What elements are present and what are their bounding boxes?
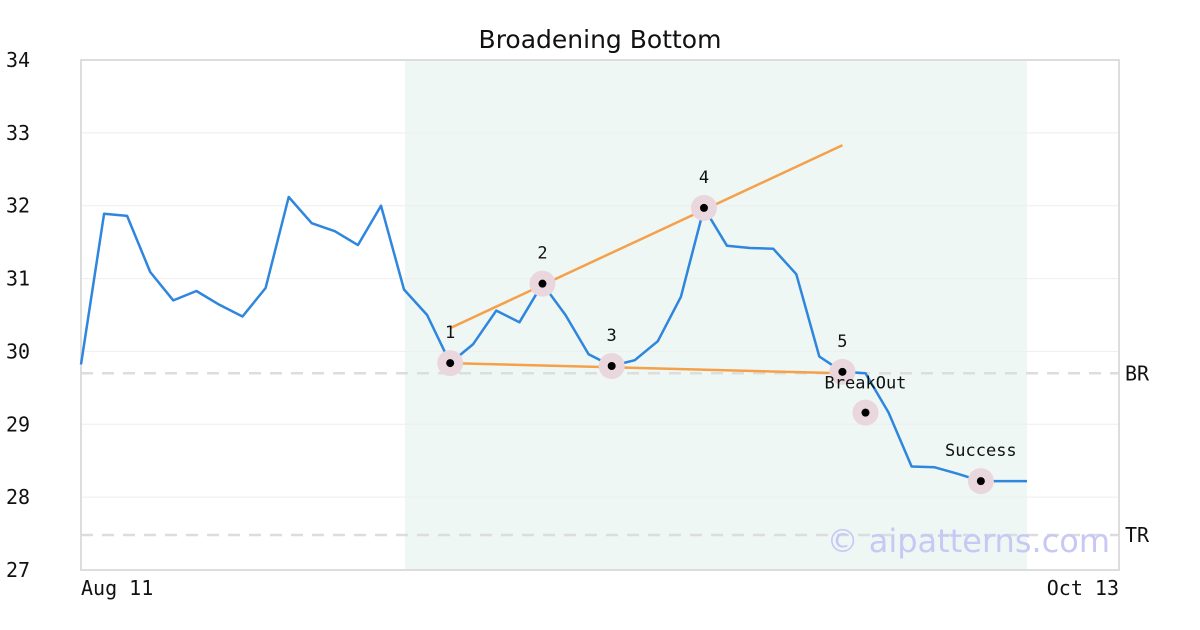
x-tick-label: Oct 13: [1047, 576, 1119, 600]
y-tick-label: 29: [6, 412, 30, 436]
watermark: © aipatterns.com: [827, 522, 1110, 560]
reference-label: BR: [1125, 361, 1150, 385]
marker-point: [838, 367, 847, 376]
pattern-region-layer: [404, 60, 1027, 570]
y-tick-label: 30: [6, 339, 30, 363]
trendline: [450, 361, 843, 375]
y-tick-label: 28: [6, 485, 30, 509]
y-tick-label: 31: [6, 267, 30, 291]
annotation-label: BreakOut: [825, 374, 907, 394]
point-label: 4: [699, 168, 709, 188]
x-tick-label: Aug 11: [81, 576, 153, 600]
marker-point: [699, 203, 708, 212]
point-label: 3: [607, 326, 617, 346]
pattern-region: [404, 60, 1027, 570]
point-label: 1: [445, 323, 455, 343]
point-label: 2: [537, 244, 547, 264]
plot-frame: [80, 59, 1120, 571]
y-tick-label: 33: [6, 121, 30, 145]
marker-point: [976, 477, 985, 486]
reference-label: TR: [1125, 523, 1150, 547]
grid-layer: [81, 132, 1119, 498]
trendline: [449, 144, 843, 330]
trendline-layer: [449, 144, 843, 375]
marker-point: [607, 362, 616, 370]
annotation-label: Success: [945, 441, 1017, 461]
marker-layer: [437, 194, 994, 495]
point-label: 5: [837, 332, 847, 352]
marker-point: [446, 359, 455, 368]
marker-point: [861, 408, 870, 417]
y-tick-label: 34: [6, 48, 30, 72]
price-line: [79, 195, 1027, 483]
y-tick-label: 27: [6, 558, 30, 582]
marker-point: [538, 279, 547, 288]
hline-layer: [81, 372, 1119, 537]
chart-title: Broadening Bottom: [479, 25, 722, 54]
y-tick-label: 32: [6, 194, 30, 218]
